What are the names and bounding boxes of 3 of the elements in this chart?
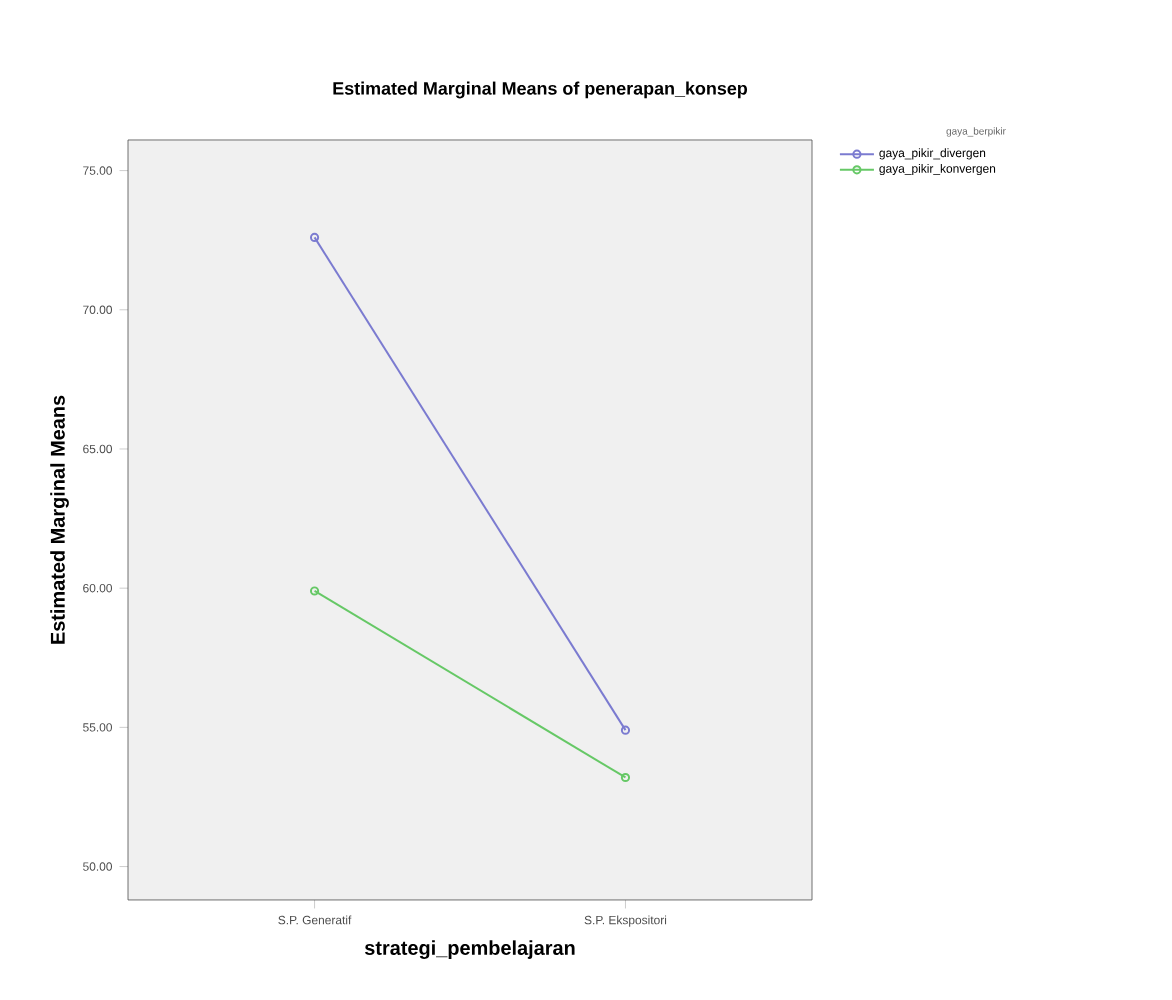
x-axis-title: strategi_pembelajaran	[364, 940, 575, 959]
chart-title: Estimated Marginal Means of penerapan_konsep	[333, 81, 748, 99]
y-axis-title: Estimated Marginal Means	[50, 395, 69, 644]
